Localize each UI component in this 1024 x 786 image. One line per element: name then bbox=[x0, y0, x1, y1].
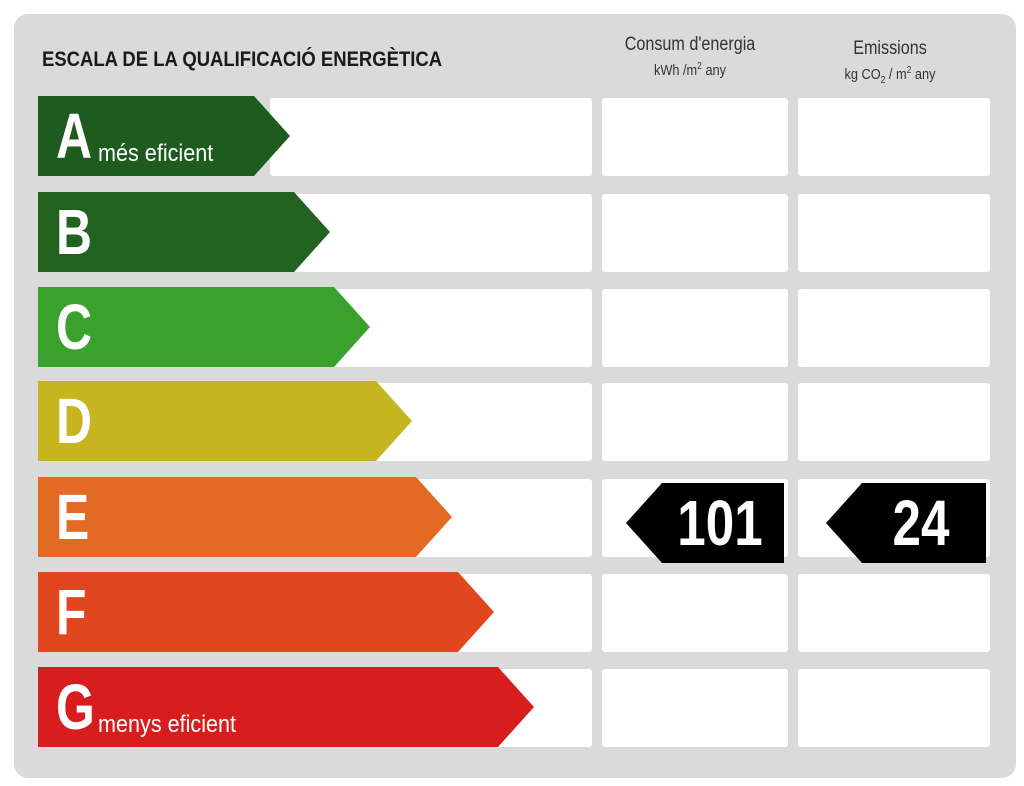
grade-f-arrow bbox=[38, 572, 494, 652]
emissions-column-header: Emissions kg CO2 / m2 any bbox=[809, 38, 971, 92]
grade-a-bar-cell bbox=[270, 98, 592, 176]
consum-title: Consum d'energia bbox=[624, 34, 756, 55]
consum-value: 101 bbox=[677, 487, 763, 559]
grade-f-consum-cell bbox=[602, 574, 788, 652]
consum-column-header: Consum d'energia kWh /m2 any bbox=[614, 34, 767, 82]
grade-c-emissions-cell bbox=[798, 289, 990, 367]
emissions-value-tag bbox=[826, 483, 986, 563]
grade-g-arrow-shape bbox=[38, 667, 534, 747]
grade-f-emissions-cell bbox=[798, 574, 990, 652]
grade-b-emissions-cell bbox=[798, 194, 990, 272]
grade-g-letter: G bbox=[56, 671, 95, 743]
consum-value-tag-shape bbox=[626, 483, 784, 563]
grade-a-letter: A bbox=[56, 100, 93, 172]
emissions-unit: kg CO2 / m2 any bbox=[844, 65, 936, 86]
grade-a-caption: més eficient bbox=[98, 140, 214, 167]
grade-f-arrow-shape bbox=[38, 572, 494, 652]
grade-g-consum-cell bbox=[602, 669, 788, 747]
grade-c-arrow bbox=[38, 287, 370, 367]
grade-a-emissions-cell bbox=[798, 98, 990, 176]
grade-d-emissions-cell bbox=[798, 383, 990, 461]
grade-b-arrow-shape bbox=[38, 192, 330, 272]
grade-b-arrow bbox=[38, 192, 330, 272]
grade-b-consum-cell bbox=[602, 194, 788, 272]
grade-a-arrow bbox=[38, 96, 290, 176]
grade-e-arrow-shape bbox=[38, 477, 452, 557]
grade-d-arrow-shape bbox=[38, 381, 412, 461]
consum-unit: kWh /m2 any bbox=[653, 61, 727, 79]
grade-b-letter: B bbox=[56, 196, 93, 268]
grade-g-arrow bbox=[38, 667, 534, 747]
grade-a-consum-cell bbox=[602, 98, 788, 176]
grade-d-arrow bbox=[38, 381, 412, 461]
grade-c-consum-cell bbox=[602, 289, 788, 367]
grade-c-arrow-shape bbox=[38, 287, 370, 367]
emissions-value: 24 bbox=[892, 487, 950, 559]
grade-a-arrow-shape bbox=[38, 96, 290, 176]
grade-d-letter: D bbox=[56, 385, 93, 457]
grade-c-letter: C bbox=[56, 291, 93, 363]
grade-e-letter: E bbox=[56, 481, 90, 553]
consum-value-tag bbox=[626, 483, 784, 563]
grade-g-caption: menys eficient bbox=[98, 711, 237, 738]
grade-e-arrow bbox=[38, 477, 452, 557]
grade-d-consum-cell bbox=[602, 383, 788, 461]
label-title: ESCALA DE LA QUALIFICACIÓ ENERGÈTICA bbox=[42, 48, 443, 71]
grade-g-emissions-cell bbox=[798, 669, 990, 747]
emissions-value-tag-shape bbox=[826, 483, 986, 563]
emissions-title: Emissions bbox=[853, 38, 927, 59]
grade-f-letter: F bbox=[56, 576, 87, 648]
